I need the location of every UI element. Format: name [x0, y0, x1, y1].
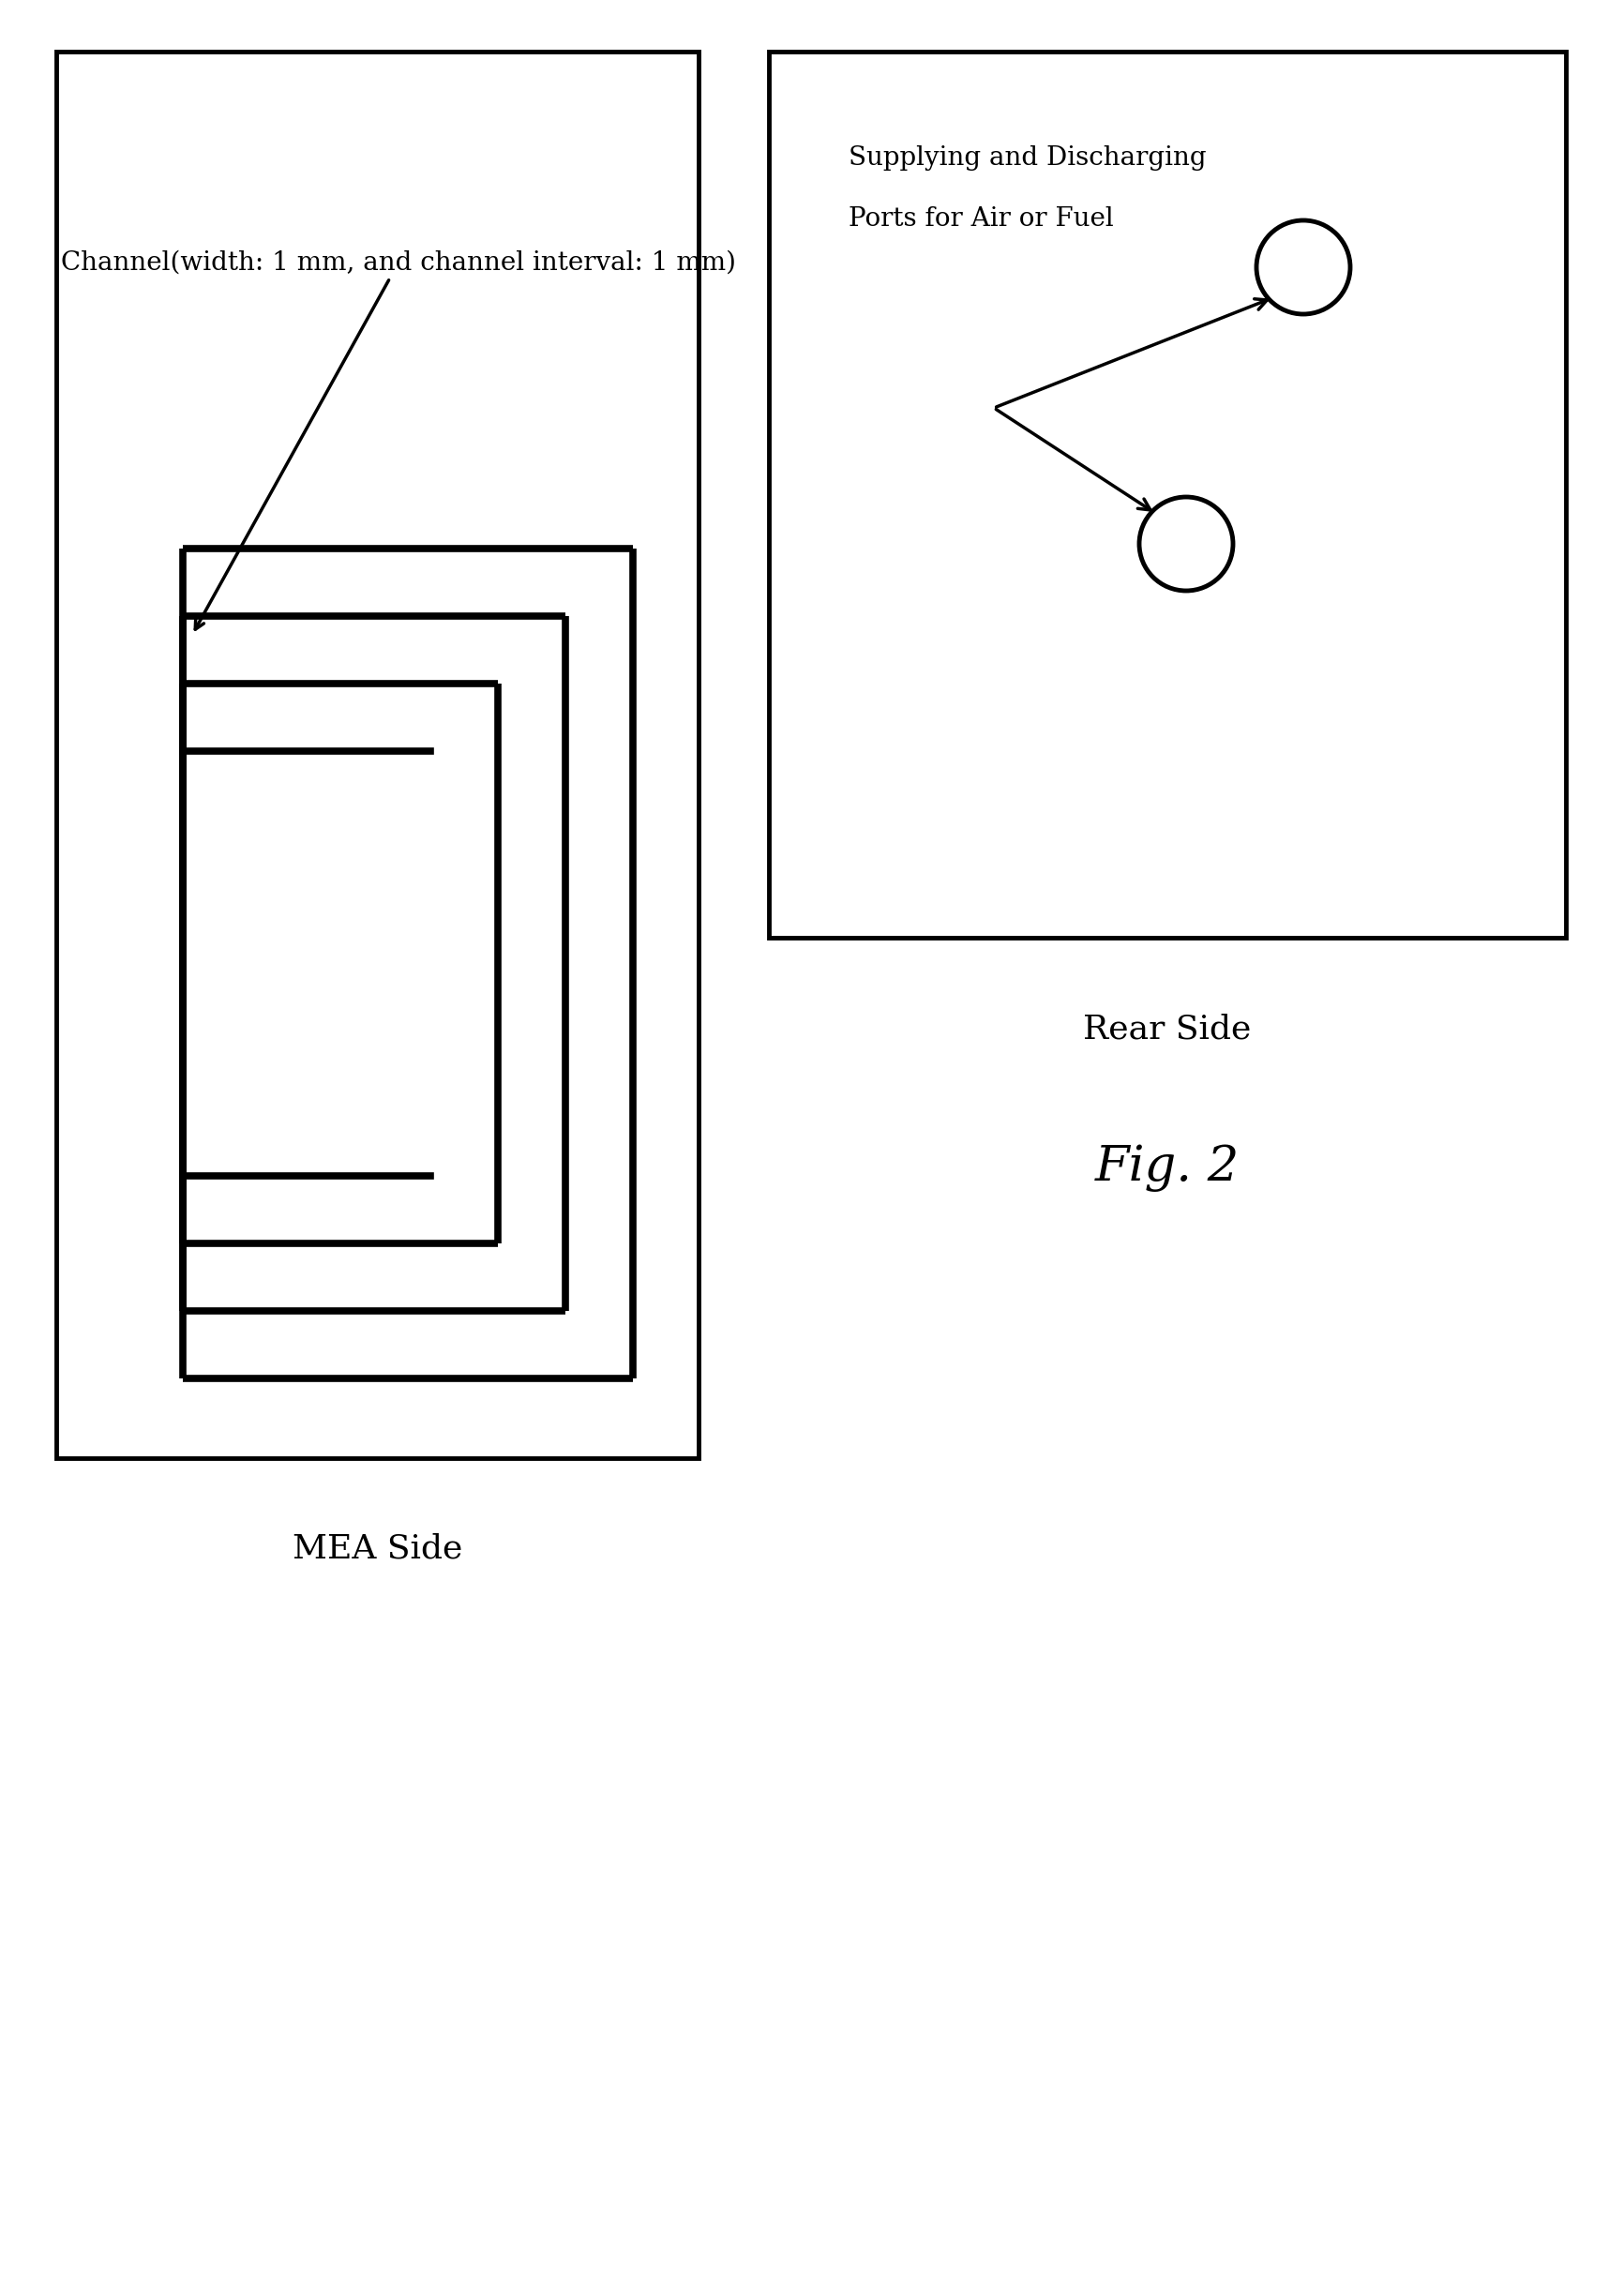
Bar: [57, 53, 698, 1457]
Text: MEA Side: MEA Side: [292, 1533, 463, 1565]
Circle shape: [1257, 220, 1350, 313]
Text: Ports for Air or Fuel: Ports for Air or Fuel: [849, 206, 1114, 231]
Text: Fig. 2: Fig. 2: [1095, 1144, 1239, 1192]
Circle shape: [1140, 496, 1233, 590]
Bar: [768, 53, 1566, 938]
Text: Channel(width: 1 mm, and channel interval: 1 mm): Channel(width: 1 mm, and channel interva…: [62, 249, 736, 629]
Text: Rear Side: Rear Side: [1083, 1014, 1252, 1046]
Text: Supplying and Discharging: Supplying and Discharging: [849, 146, 1207, 172]
